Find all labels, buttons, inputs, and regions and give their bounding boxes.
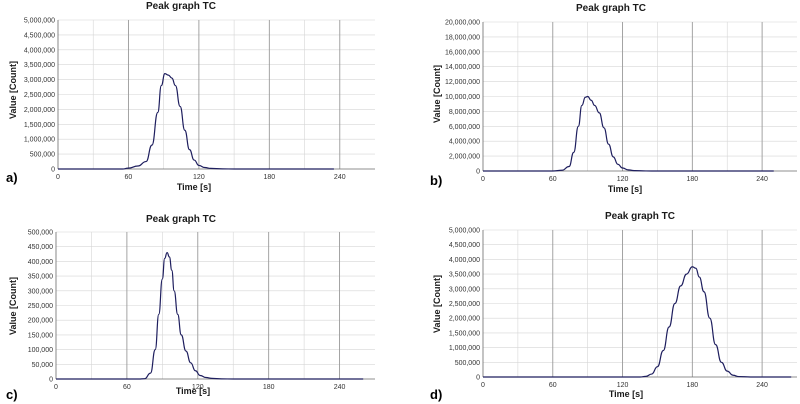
y-tick-label: 3,500,000 [449,272,480,279]
chart-title: Peak graph TC [576,3,646,14]
y-tick-label: 6,000,000 [449,124,480,131]
x-tick-label: 120 [617,176,629,183]
plot-area: 0 500,000 1,000,000 1,500,000 2,000,000 2,500… [449,228,797,389]
chart-panel-a: Peak graph TC a) Time [s] Value [Count] … [6,1,375,192]
y-tick-label: 3,000,000 [449,286,480,293]
y-axis-label: Value [Count] [432,65,442,123]
chart-panel-c: Peak graph TC c) Time [s] Value [Count] … [6,214,375,402]
y-tick-label: 500,000 [455,360,480,367]
y-tick-label: 3,500,000 [24,62,55,69]
x-tick-label: 0 [481,382,485,389]
y-tick-label: 3,000,000 [24,77,55,84]
x-tick-label: 120 [192,384,204,391]
y-tick-label: 14,000,000 [445,64,480,71]
x-tick-label: 180 [686,382,698,389]
x-tick-label: 60 [549,382,557,389]
x-tick-label: 180 [263,174,275,181]
x-axis-label: Time [s] [176,386,210,396]
y-tick-label: 0 [476,169,480,176]
x-tick-label: 240 [334,384,346,391]
y-tick-label: 1,000,000 [449,345,480,352]
x-tick-label: 120 [193,174,205,181]
x-tick-label: 0 [54,384,58,391]
panel-label: a) [6,170,18,185]
y-tick-label: 5,000,000 [24,18,55,25]
chart-title: Peak graph TC [605,211,675,222]
y-tick-label: 4,500,000 [449,242,480,249]
chart-panel-b: Peak graph TC b) Time [s] Value [Count] … [430,3,797,194]
series-line [483,266,792,378]
y-tick-label: 400,000 [28,259,53,266]
x-tick-label: 180 [263,384,275,391]
series-line [482,95,774,172]
y-tick-label: 12,000,000 [445,79,480,86]
y-tick-label: 300,000 [28,288,53,295]
y-tick-label: 250,000 [28,303,53,310]
y-tick-label: 0 [51,167,55,174]
y-tick-label: 16,000,000 [445,49,480,56]
panel-label: d) [430,387,442,402]
y-tick-label: 350,000 [28,274,53,281]
x-tick-label: 240 [756,176,768,183]
y-tick-label: 0 [476,375,480,382]
y-axis-label: Value [Count] [8,277,18,335]
plot-area: 0 50,000 100,000 150,000 200,000 250,000 300,0… [28,230,375,391]
x-tick-label: 240 [756,382,768,389]
x-tick-label: 180 [686,176,698,183]
y-tick-label: 5,000,000 [449,228,480,235]
y-axis-label: Value [Count] [8,61,18,119]
x-axis-label: Time [s] [609,389,643,399]
series-line [57,73,334,170]
y-tick-label: 1,000,000 [24,137,55,144]
y-tick-label: 500,000 [30,152,55,159]
y-tick-label: 4,000,000 [24,47,55,54]
x-tick-label: 60 [549,176,557,183]
y-tick-label: 10,000,000 [445,94,480,101]
x-tick-label: 0 [481,176,485,183]
y-tick-label: 2,000,000 [24,107,55,114]
chart-title: Peak graph TC [146,1,216,12]
y-tick-label: 450,000 [28,244,53,251]
y-tick-label: 100,000 [28,347,53,354]
y-tick-label: 4,500,000 [24,32,55,39]
x-tick-label: 0 [56,174,60,181]
y-tick-label: 150,000 [28,332,53,339]
x-axis-label: Time [s] [608,184,642,194]
x-tick-label: 60 [125,174,133,181]
y-tick-label: 8,000,000 [449,109,480,116]
panel-label: b) [430,173,442,188]
y-tick-label: 20,000,000 [445,20,480,27]
y-tick-label: 4,000,000 [449,257,480,264]
x-axis-label: Time [s] [177,182,211,192]
panel-label: c) [6,387,18,402]
y-tick-label: 1,500,000 [449,330,480,337]
chart-panel-d: Peak graph TC d) Time [s] Value [Count] … [430,211,797,402]
x-tick-label: 120 [617,382,629,389]
x-tick-label: 60 [123,384,131,391]
y-tick-label: 18,000,000 [445,34,480,41]
y-tick-label: 50,000 [32,362,54,369]
y-tick-label: 2,500,000 [24,92,55,99]
chart-title: Peak graph TC [146,214,216,225]
series-line [55,251,364,380]
plot-area: 0 500,000 1,000,000 1,500,000 2,000,000 2,500… [24,18,375,181]
plot-area: 0 2,000,000 4,000,000 6,000,000 8,000,000 10,… [445,20,797,183]
x-tick-label: 240 [334,174,346,181]
y-tick-label: 4,000,000 [449,139,480,146]
y-tick-label: 2,500,000 [449,301,480,308]
y-tick-label: 500,000 [28,230,53,237]
y-axis-label: Value [Count] [432,275,442,333]
y-tick-label: 2,000,000 [449,316,480,323]
y-tick-label: 2,000,000 [449,154,480,161]
y-tick-label: 1,500,000 [24,122,55,129]
y-tick-label: 0 [49,377,53,384]
y-tick-label: 200,000 [28,318,53,325]
